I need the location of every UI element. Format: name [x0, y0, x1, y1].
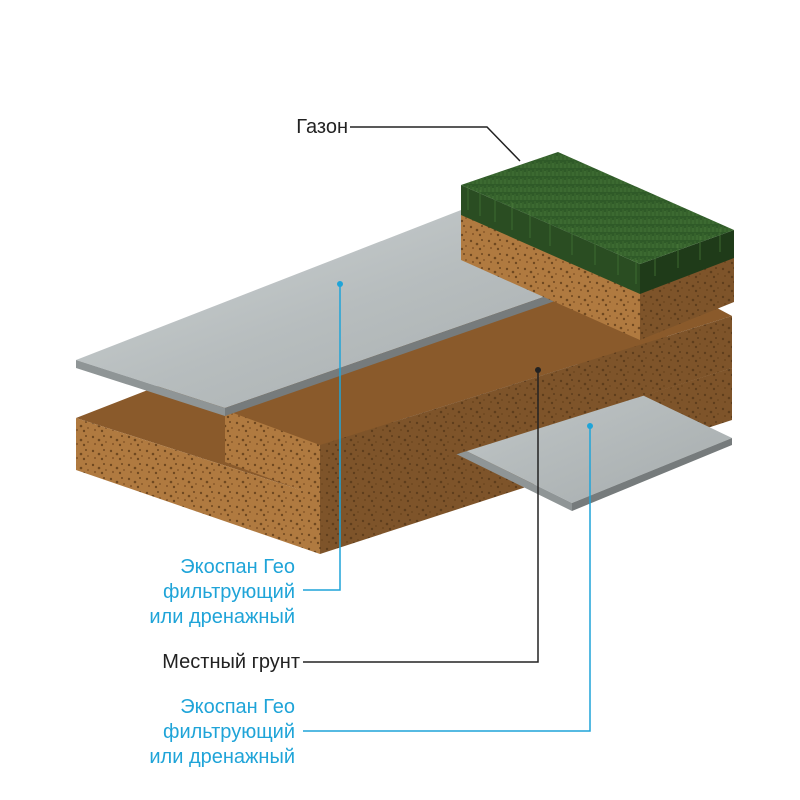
label-grass: Газон: [208, 115, 348, 140]
label-ecospan-upper: Экоспан Гео фильтрующий или дренажный: [95, 555, 295, 630]
diagram-stage: Газон Экоспан Гео фильтрующий или дренаж…: [0, 0, 800, 800]
label-local-soil: Местный грунт: [100, 650, 300, 675]
diagram-svg: [0, 0, 800, 800]
label-ecospan-lower: Экоспан Гео фильтрующий или дренажный: [95, 695, 295, 770]
